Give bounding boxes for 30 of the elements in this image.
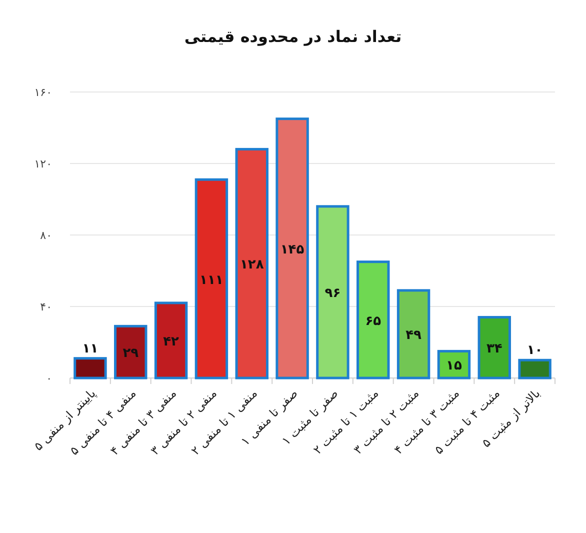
data-label: ۱۵ (446, 358, 462, 374)
bar (74, 357, 107, 380)
bar (396, 289, 430, 380)
data-label: ۱۱۱ (200, 272, 224, 288)
y-tick-label: ۱۲۰ (34, 158, 52, 170)
bar (437, 350, 471, 380)
bar (316, 205, 350, 380)
data-label: ۹۶ (324, 286, 341, 302)
data-label: ۱۰ (526, 343, 543, 358)
data-label: ۱۱ (82, 341, 98, 356)
bar (518, 358, 552, 380)
data-label: ۶۵ (365, 314, 382, 329)
bar (356, 260, 390, 380)
data-label: ۴۲ (163, 334, 180, 350)
y-tick-label: ۸۰ (40, 229, 52, 242)
data-label: ۱۴۵ (280, 242, 304, 258)
chart-title: تعداد نماد در محدوده قیمتی (184, 27, 402, 46)
bar (154, 302, 188, 380)
data-label: ۴۹ (406, 328, 422, 344)
y-tick-label: ۴۰ (40, 300, 52, 314)
bar (478, 316, 511, 380)
data-label: ۱۲۸ (240, 258, 264, 273)
y-tick-label: ۱۶۰ (34, 86, 52, 99)
y-tick-label: ۰ (46, 372, 52, 385)
bar (235, 148, 268, 380)
data-label: ۲۹ (122, 346, 139, 362)
data-label: ۳۴ (486, 342, 502, 357)
bar (114, 324, 148, 380)
bar (194, 178, 228, 380)
bar (276, 118, 309, 380)
